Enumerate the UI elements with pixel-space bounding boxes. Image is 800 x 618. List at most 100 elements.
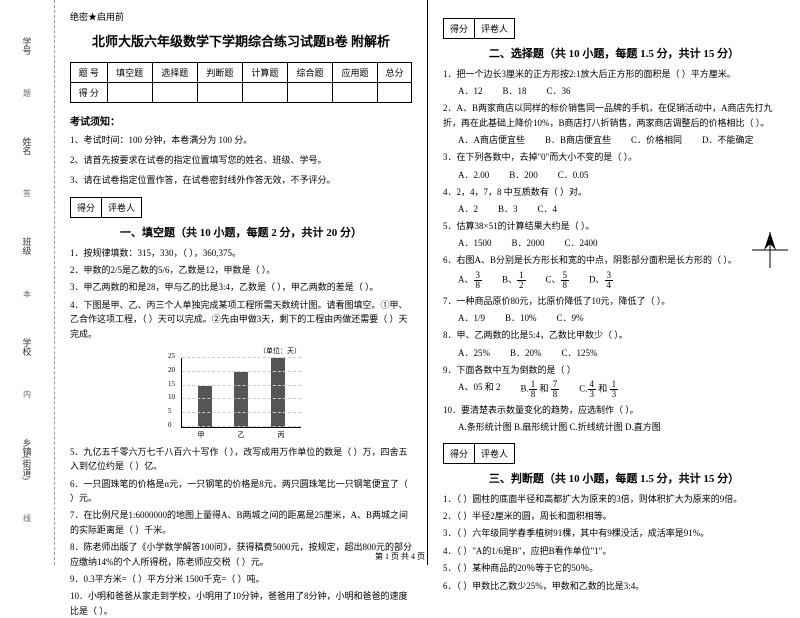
choice-q: 3．在下列各数中，去掉"0"而大小不变的是（ ）。	[443, 150, 785, 164]
choice-q: 8．甲、乙两数的比是5:4，乙数比甲数少（ ）。	[443, 328, 785, 342]
cell: 应用题	[333, 63, 378, 83]
notice-item: 2、请首先按要求在试卷的指定位置填写您的姓名、班级、学号。	[70, 152, 412, 168]
notice-item: 1、考试时间：100 分钟，本卷满分为 100 分。	[70, 132, 412, 148]
chart-xlabels: 甲 乙 丙	[181, 430, 301, 440]
opt: D．不能确定	[702, 133, 754, 146]
part3-title: 三、判断题（共 10 小题，每题 1.5 分，共计 15 分）	[443, 470, 785, 486]
choice-q: 5．估算38×51的计算结果大约是（ ）。	[443, 219, 785, 233]
opt: C．9%	[557, 311, 584, 324]
cell	[242, 83, 287, 103]
judge-q: 2．（ ）半径2厘米的圆，周长和面积相等。	[443, 509, 785, 523]
options: A．25% B．20% C．125%	[458, 346, 785, 359]
binding-label: 学号	[21, 37, 34, 55]
options: A、38B、12C、58D、34	[458, 271, 785, 290]
binding-column: 学号 题 姓名 答 班级 本 学校 内 乡镇(街道) 线	[0, 0, 55, 565]
choice-q: 2．A、B两家商店以同样的标价销售同一品牌的手机，在促销活动中，A商店先打九折，…	[443, 101, 785, 130]
binding-label: 班级	[21, 237, 34, 255]
fill-q: 6．一只圆珠笔的价格是ɑ元，一只钢笔的价格是8元，两只圆珠笔比一只钢笔便宜了（ …	[70, 477, 412, 506]
score-box: 得分 评卷人	[443, 443, 785, 464]
opt: B．2000	[512, 236, 545, 249]
opt: B．3	[498, 202, 518, 215]
opt: A．2	[458, 202, 478, 215]
xlabel: 丙	[278, 430, 285, 440]
score-box: 得分 评卷人	[443, 18, 785, 39]
cell	[107, 83, 152, 103]
score-box: 得分 评卷人	[70, 197, 412, 218]
binding-label: 姓名	[21, 137, 34, 155]
opt: C．125%	[562, 346, 598, 359]
opt: A．25%	[458, 346, 490, 359]
binding-label: 乡镇(街道)	[21, 438, 34, 480]
cell: 填空题	[107, 63, 152, 83]
cell: 计算题	[242, 63, 287, 83]
grader-label: 评卷人	[474, 18, 515, 39]
choice-q: 4．2，4，7，8 中互质数有（ ）对。	[443, 185, 785, 199]
opt: C．2400	[565, 236, 598, 249]
cell	[197, 83, 242, 103]
cell: 得 分	[71, 83, 108, 103]
opt: C．0.05	[558, 168, 589, 181]
bar-chart: （单位：天） 0510152025 甲 乙 丙	[181, 346, 301, 440]
options: A．12 B．18 C．36	[458, 84, 785, 97]
binding-mark: 本	[22, 290, 33, 304]
cell	[378, 83, 412, 103]
options: A．A商店便宜些 B．B商店便宜些 C．价格相同 D．不能确定	[458, 133, 785, 146]
cell	[287, 83, 332, 103]
chart-frame: 0510152025	[181, 358, 301, 428]
grader-label: 评卷人	[101, 197, 142, 218]
cell: 选择题	[152, 63, 197, 83]
choice-q: 6．右图A、B分别是长方形长和宽的中点，阴影部分面积是长方形的（ ）。	[443, 253, 785, 267]
judge-q: 4．（ ）"A的1/6是B"，应把B看作单位"1"。	[443, 544, 785, 558]
secret-label: 绝密★启用前	[70, 10, 412, 23]
chart-unit: （单位：天）	[181, 346, 301, 356]
exam-title: 北师大版六年级数学下学期综合练习试题B卷 附解析	[70, 31, 412, 50]
opt: B．B商店便宜些	[545, 133, 611, 146]
judge-q: 6．（ ）甲数比乙数少25%，甲数和乙数的比是3:4。	[443, 579, 785, 593]
score-label: 得分	[443, 18, 474, 39]
options: A、05 和 2B.18 和 78C.43 和 13	[458, 380, 785, 399]
judge-q: 5．（ ）某种商品的20％等于它的50％。	[443, 561, 785, 575]
xlabel: 乙	[238, 430, 245, 440]
score-label: 得分	[70, 197, 101, 218]
opt: C．价格相同	[631, 133, 682, 146]
cell: 综合题	[287, 63, 332, 83]
choice-q: 7．一种商品原价80元，比原价降低了10元，降低了（ ）。	[443, 294, 785, 308]
binding-mark: 线	[22, 514, 33, 528]
opt: A.条形统计图 B.扇形统计图 C.折线统计图 D.直方图	[458, 420, 785, 434]
options: A．2.00 B．200 C．0.05	[458, 168, 785, 181]
fill-q: 2．甲数的2/5是乙数的5/6，乙数是12，甲数是（ ）。	[70, 263, 412, 277]
judge-q: 1．（ ）圆柱的底面半径和高都扩大为原来的3倍，则体积扩大为原来的9倍。	[443, 492, 785, 506]
choice-q: 9．下面各数中互为倒数的是（ ）	[443, 363, 785, 377]
cell: 判断题	[197, 63, 242, 83]
binding-mark: 题	[22, 89, 33, 103]
judge-q: 3．（ ）六年级同学春季植树91棵，其中有9棵没活，成活率是91%。	[443, 526, 785, 540]
fill-q: 3．甲乙两数的和是28，甲与乙的比是3:4，乙数是（ ），甲乙两数的差是（ ）。	[70, 280, 412, 294]
opt: B．200	[509, 168, 538, 181]
opt: A．A商店便宜些	[458, 133, 525, 146]
cell	[333, 83, 378, 103]
score-table: 题 号 填空题 选择题 判断题 计算题 综合题 应用题 总分 得 分	[70, 62, 412, 103]
binding-mark: 内	[22, 390, 33, 404]
left-column: 绝密★启用前 北师大版六年级数学下学期综合练习试题B卷 附解析 题 号 填空题 …	[55, 0, 428, 565]
fill-q: 5．九亿五千零六万七千八百六十写作（ ），改写成用万作单位的数是（ ）万，四舍五…	[70, 445, 412, 474]
options: A．2 B．3 C．4	[458, 202, 785, 215]
choice-q: 1．把一个边长3厘米的正方形按2:1放大后正方形的面积是（ ）平方厘米。	[443, 67, 785, 81]
opt: A．1500	[458, 236, 492, 249]
options: A．1/9 B．10% C．9%	[458, 311, 785, 324]
fill-q: 9．0.3平方米=（ ）平方分米 1500千克=（ ）吨。	[70, 572, 412, 586]
opt: A．2.00	[458, 168, 489, 181]
right-column: 得分 评卷人 二、选择题（共 10 小题，每题 1.5 分，共计 15 分） 1…	[428, 0, 800, 565]
fill-q: 10．小明和爸爸从家走到学校，小明用了10分钟，爸爸用了8分钟，小明和爸爸的速度…	[70, 589, 412, 618]
notice-item: 3、请在试卷指定位置作答，在试卷密封线外作答无效，不予评分。	[70, 172, 412, 188]
grader-label: 评卷人	[474, 443, 515, 464]
xlabel: 甲	[198, 430, 205, 440]
cell	[152, 83, 197, 103]
fill-q: 7．在比例尺是1:6000000的地图上量得A、B两城之间的距离是25厘米，A、…	[70, 508, 412, 537]
binding-label: 学校	[21, 338, 34, 356]
opt: B．10%	[505, 311, 537, 324]
binding-mark: 答	[22, 189, 33, 203]
exam-page: 学号 题 姓名 答 班级 本 学校 内 乡镇(街道) 线 绝密★启用前 北师大版…	[0, 0, 800, 565]
opt: C．36	[547, 84, 571, 97]
cell: 题 号	[71, 63, 108, 83]
part1-title: 一、填空题（共 10 小题，每题 2 分，共计 20 分）	[70, 224, 412, 240]
